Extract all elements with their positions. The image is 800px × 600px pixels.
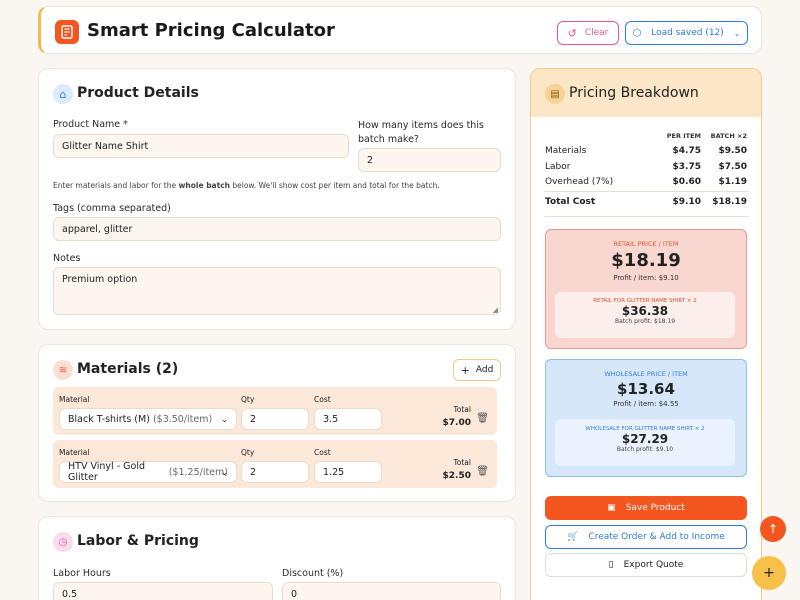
wholesale-profit: Profit / item: $4.55 xyxy=(613,400,679,408)
row-per-item: $0.60 xyxy=(672,177,701,187)
save-icon: ▣ xyxy=(607,503,616,513)
row-batch: $1.19 xyxy=(718,177,747,187)
tags-input[interactable]: apparel, glitter xyxy=(53,217,501,241)
material-row: Material HTV Vinyl - Gold Glitter ($1.25… xyxy=(53,440,497,488)
clear-button[interactable]: ↺ Clear xyxy=(557,21,619,45)
labor-hours-label: Labor Hours xyxy=(53,568,111,579)
wholesale-price: $13.64 xyxy=(617,380,675,398)
row-label: Overhead (7%) xyxy=(545,177,614,187)
retail-batch-profit: Batch profit: $18.19 xyxy=(614,318,676,325)
trash-icon[interactable]: 🗑 xyxy=(476,413,489,424)
breakdown-header: ▤ Pricing Breakdown xyxy=(531,69,761,117)
tag-icon: ⌂ xyxy=(53,84,73,104)
material-select[interactable]: HTV Vinyl - Gold Glitter ($1.25/item) ⌄ xyxy=(59,461,237,483)
wholesale-price-panel: WHOLESALE PRICE / ITEM $13.64 Profit / i… xyxy=(545,359,747,477)
batch-size-label: How many items does this batch make? xyxy=(358,120,484,145)
wholesale-batch-label: WHOLESALE FOR GLITTER NAME SHIRT × 2 xyxy=(585,426,705,432)
total-label: Total xyxy=(453,405,471,414)
box-icon: ⬡ xyxy=(632,27,642,39)
total-per-item: $9.10 xyxy=(672,197,701,207)
add-material-button[interactable]: + Add xyxy=(453,359,501,381)
notes-textarea[interactable]: Premium option ◢ xyxy=(53,267,501,315)
cost-label: Cost xyxy=(314,448,331,457)
discount-input[interactable]: 0 xyxy=(282,582,501,600)
cost-label: Cost xyxy=(314,395,331,404)
divider xyxy=(545,191,749,192)
row-batch: $9.50 xyxy=(718,146,747,156)
row-per-item: $4.75 xyxy=(672,146,701,156)
clock-icon: ◷ xyxy=(53,532,73,552)
scroll-top-button[interactable]: ↑ xyxy=(760,516,786,542)
wholesale-batch-box: WHOLESALE FOR GLITTER NAME SHIRT × 2 $27… xyxy=(555,419,735,466)
layers-icon: ≋ xyxy=(53,360,73,380)
total-batch: $18.19 xyxy=(712,197,747,207)
retail-price-panel: RETAIL PRICE / ITEM $18.19 Profit / item… xyxy=(545,229,747,349)
trash-icon[interactable]: 🗑 xyxy=(476,466,489,477)
retail-label: RETAIL PRICE / ITEM xyxy=(613,240,679,248)
notes-label: Notes xyxy=(53,253,81,264)
wholesale-batch-profit: Batch profit: $9.10 xyxy=(616,446,674,453)
col-per-item: PER ITEM xyxy=(666,132,701,140)
material-label: Material xyxy=(59,448,90,457)
retail-batch-label: RETAIL FOR GLITTER NAME SHIRT × 2 xyxy=(593,298,697,304)
fab-add-button[interactable]: + xyxy=(752,556,786,590)
retail-price: $18.19 xyxy=(611,250,681,271)
qty-label: Qty xyxy=(241,395,255,404)
labor-pricing-card: ◷ Labor & Pricing Labor Hours 0.5 Discou… xyxy=(38,516,516,600)
divider xyxy=(545,216,749,217)
retail-profit: Profit / item: $9.10 xyxy=(613,274,679,282)
save-product-button[interactable]: ▣ Save Product xyxy=(545,496,747,520)
qty-input[interactable]: 2 xyxy=(241,461,309,483)
row-per-item: $3.75 xyxy=(672,162,701,172)
total-cost-label: Total Cost xyxy=(545,197,596,207)
tags-label: Tags (comma separated) xyxy=(53,203,171,214)
row-total: $2.50 xyxy=(442,471,471,481)
cost-input[interactable]: 1.25 xyxy=(314,461,382,483)
qty-label: Qty xyxy=(241,448,255,457)
materials-card: ≋ Materials (2) + Add Material Black T-s… xyxy=(38,344,516,502)
product-name-label: Product Name * xyxy=(53,119,128,130)
material-select[interactable]: Black T-shirts (M) ($3.50/item) ⌄ xyxy=(59,408,237,430)
header-bar: Smart Pricing Calculator ↺ Clear ⬡ Load … xyxy=(38,6,762,54)
retail-batch-box: RETAIL FOR GLITTER NAME SHIRT × 2 $36.38… xyxy=(555,292,735,338)
retail-batch-price: $36.38 xyxy=(621,304,669,318)
section-title: Labor & Pricing xyxy=(77,533,199,549)
chevron-down-icon: ⌄ xyxy=(221,467,228,477)
calculator-icon xyxy=(55,20,79,44)
cart-icon: 🛒 xyxy=(567,532,579,542)
discount-label: Discount (%) xyxy=(282,568,344,579)
batch-hint-text: Enter materials and labor for the whole … xyxy=(53,181,440,190)
refresh-icon: ↺ xyxy=(567,26,577,40)
material-label: Material xyxy=(59,395,90,404)
create-order-button[interactable]: 🛒 Create Order & Add to Income xyxy=(545,525,747,549)
section-title: Product Details xyxy=(77,85,199,101)
product-name-input[interactable]: Glitter Name Shirt xyxy=(53,134,349,158)
labor-hours-input[interactable]: 0.5 xyxy=(53,582,273,600)
section-title: Materials (2) xyxy=(77,361,179,377)
col-batch: BATCH ×2 xyxy=(710,132,747,140)
product-details-card: ⌂ Product Details Product Name * Glitter… xyxy=(38,68,516,330)
row-label: Labor xyxy=(545,162,571,172)
batch-size-input[interactable]: 2 xyxy=(358,148,501,172)
receipt-icon: ▤ xyxy=(545,84,565,104)
load-saved-button[interactable]: ⬡ Load saved (12) ⌄ xyxy=(625,21,748,45)
resize-handle-icon[interactable]: ◢ xyxy=(492,306,498,314)
plus-icon: + xyxy=(460,363,470,377)
pricing-breakdown-card: ▤ Pricing Breakdown PER ITEM BATCH ×2 Ma… xyxy=(530,68,762,600)
row-label: Materials xyxy=(545,146,587,156)
section-title: Pricing Breakdown xyxy=(569,85,699,101)
row-batch: $7.50 xyxy=(718,162,747,172)
document-icon: ▯ xyxy=(608,560,614,570)
total-label: Total xyxy=(453,458,471,467)
wholesale-label: WHOLESALE PRICE / ITEM xyxy=(604,370,688,378)
cost-input[interactable]: 3.5 xyxy=(314,408,382,430)
wholesale-batch-price: $27.29 xyxy=(621,432,669,446)
chevron-down-icon: ⌄ xyxy=(221,414,228,424)
material-row: Material Black T-shirts (M) ($3.50/item)… xyxy=(53,387,497,435)
qty-input[interactable]: 2 xyxy=(241,408,309,430)
row-total: $7.00 xyxy=(442,418,471,428)
page-title: Smart Pricing Calculator xyxy=(87,20,335,41)
export-quote-button[interactable]: ▯ Export Quote xyxy=(545,553,747,577)
chevron-down-icon: ⌄ xyxy=(733,28,741,38)
